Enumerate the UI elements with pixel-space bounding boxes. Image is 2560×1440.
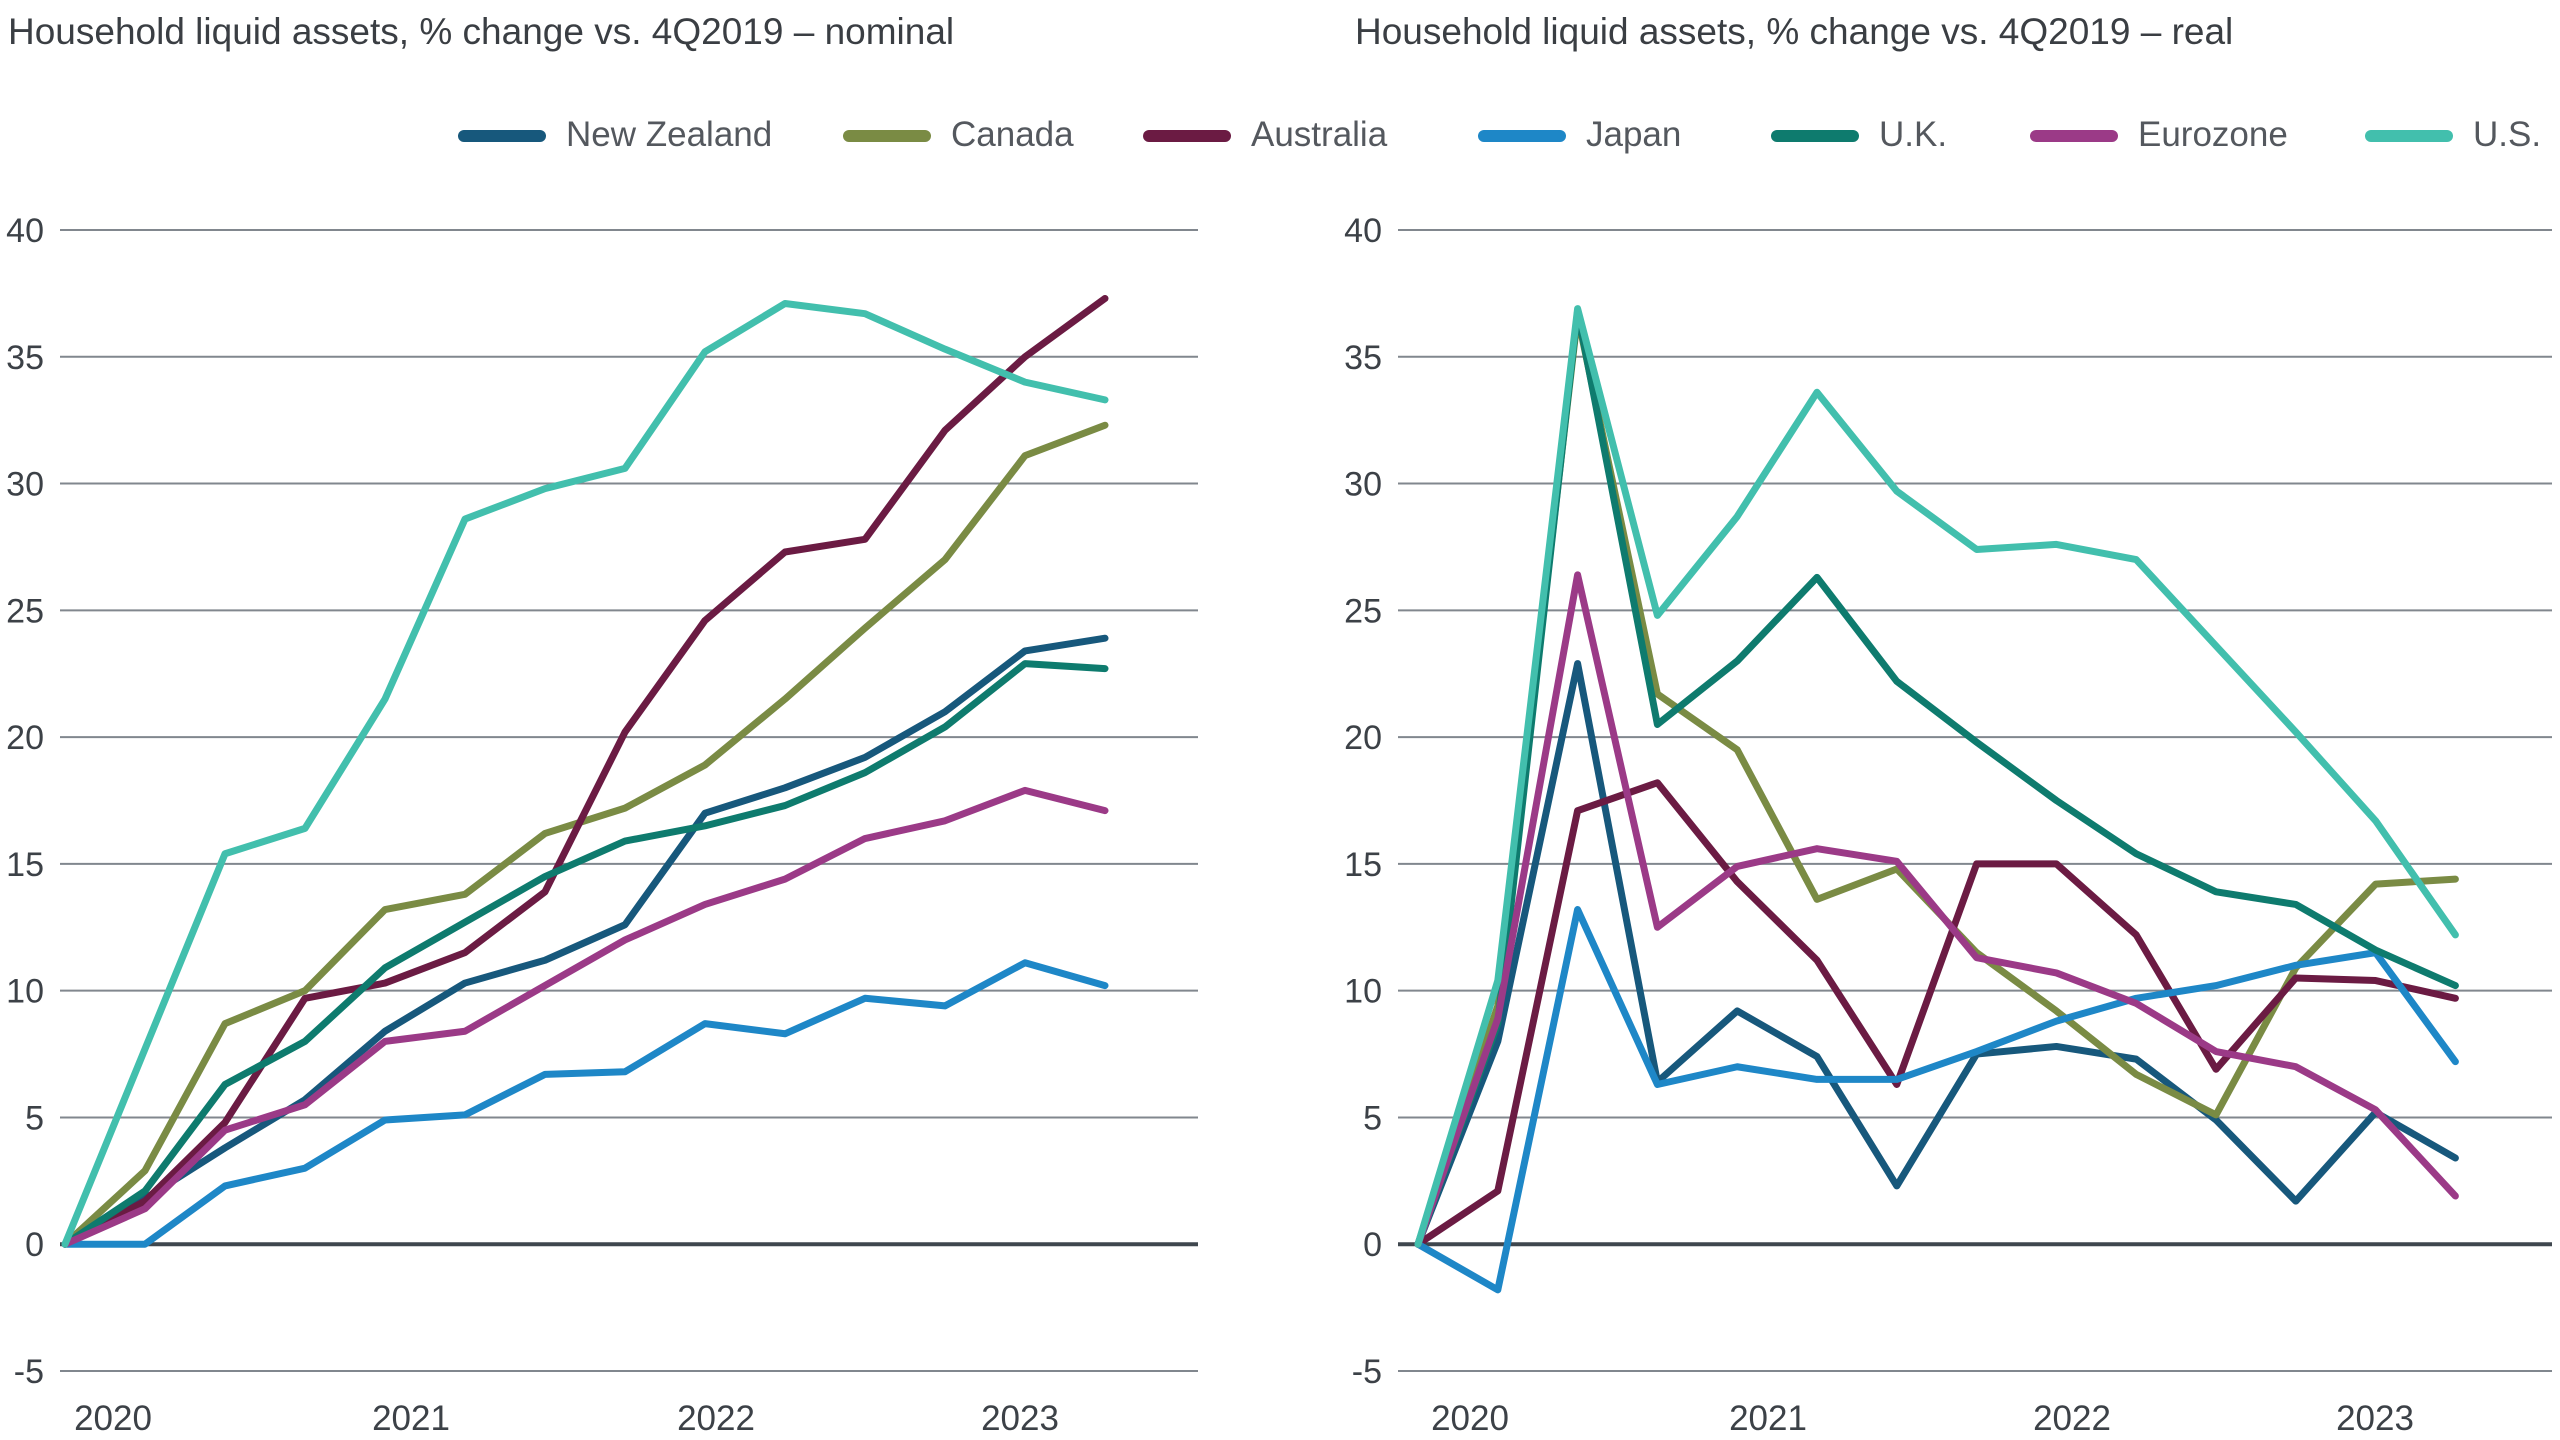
series-line-australia-real [1414, 779, 2459, 1248]
y-tick-label: 0 [25, 1226, 44, 1264]
series-line-u-s-real [1414, 305, 2459, 1248]
legend-swatch-icon [1143, 130, 1231, 142]
legend-label: Japan [1586, 115, 1682, 154]
series-line-japan-real [1414, 906, 2459, 1294]
y-tick-label: -5 [14, 1353, 44, 1391]
series-line-canada-real [1414, 312, 2459, 1248]
legend-label: Australia [1251, 115, 1388, 154]
series-line-new-zealand-real [1414, 660, 2459, 1248]
y-tick-label: 10 [1344, 973, 1382, 1011]
legend-label: Eurozone [2138, 115, 2288, 154]
y-tick-label: 5 [25, 1099, 44, 1137]
y-tick-label: 15 [1344, 846, 1382, 884]
series-line-u-k-nominal [61, 660, 1109, 1248]
legend-label: U.K. [1879, 115, 1948, 154]
legend-swatch-icon [1771, 130, 1859, 142]
y-tick-label: 20 [6, 719, 44, 757]
x-tick-label: 2021 [372, 1399, 450, 1438]
x-tick-label: 2021 [1729, 1399, 1807, 1438]
y-tick-label: -5 [1352, 1353, 1382, 1391]
legend-label: U.S. [2473, 115, 2542, 154]
y-tick-label: 30 [6, 466, 44, 504]
x-tick-label: 2020 [74, 1399, 152, 1438]
y-tick-label: 5 [1363, 1099, 1382, 1137]
legend-label: New Zealand [566, 115, 773, 154]
x-tick-label: 2023 [2336, 1399, 2414, 1438]
y-tick-label: 35 [1344, 339, 1382, 377]
x-tick-label: 2023 [981, 1399, 1059, 1438]
series-line-canada-nominal [61, 421, 1109, 1248]
legend-swatch-icon [843, 130, 931, 142]
series-line-new-zealand-nominal [61, 634, 1109, 1248]
legend-swatch-icon [1478, 130, 1566, 142]
legend-swatch-icon [2365, 130, 2453, 142]
y-tick-label: 15 [6, 846, 44, 884]
legend: New Zealand Canada Australia Japan U.K. Euroz… [0, 0, 2560, 180]
x-tick-label: 2022 [677, 1399, 755, 1438]
legend-swatch-icon [458, 130, 546, 142]
series-line-u-k-real [1414, 307, 2459, 1248]
legend-swatch-icon [2030, 130, 2118, 142]
legend-label: Canada [951, 115, 1074, 154]
y-tick-label: 20 [1344, 719, 1382, 757]
y-tick-label: 40 [1344, 212, 1382, 250]
nominal-chart-title: Household liquid assets, % change vs. 4Q… [8, 11, 955, 52]
series-line-japan-nominal [61, 959, 1109, 1248]
y-tick-label: 0 [1363, 1226, 1382, 1264]
y-tick-label: 30 [1344, 466, 1382, 504]
y-tick-label: 25 [6, 592, 44, 630]
y-tick-label: 40 [6, 212, 44, 250]
series-line-eurozone-nominal [61, 786, 1109, 1248]
series-line-u-s-nominal [61, 300, 1109, 1248]
y-tick-label: 35 [6, 339, 44, 377]
real-chart-title: Household liquid assets, % change vs. 4Q… [1355, 11, 2234, 52]
series-line-australia-nominal [61, 294, 1109, 1248]
series-line-eurozone-real [1414, 571, 2459, 1248]
y-tick-label: 25 [1344, 592, 1382, 630]
x-tick-label: 2022 [2033, 1399, 2111, 1438]
x-tick-label: 2020 [1431, 1399, 1509, 1438]
y-tick-label: 10 [6, 973, 44, 1011]
